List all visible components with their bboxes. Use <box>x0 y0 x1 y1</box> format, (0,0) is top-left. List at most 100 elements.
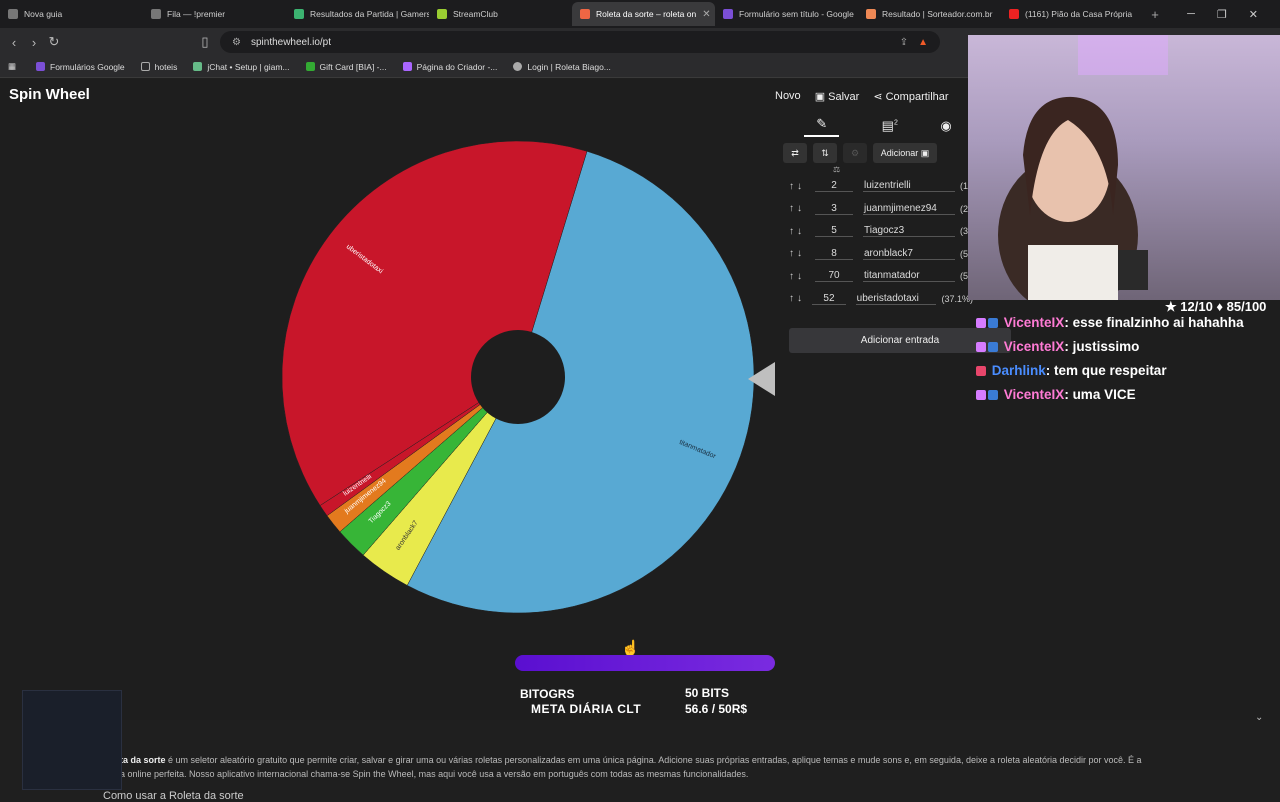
minimize-icon[interactable]: ─ <box>1187 7 1195 20</box>
new-button[interactable]: Novo <box>775 90 801 102</box>
move-arrows-icon[interactable]: ↑↓ <box>789 248 805 260</box>
bookmark-label: jChat • Setup | giam... <box>207 61 290 72</box>
wheel-hub[interactable] <box>471 330 565 424</box>
entry-weight-input[interactable]: 3 <box>815 203 853 215</box>
tab-4-active[interactable]: Roleta da sorte – roleta on ✕ <box>572 2 715 26</box>
tab-7[interactable]: (1161) Pião da Casa Própria <box>1001 2 1144 26</box>
entry-name-input[interactable]: aronblack7 <box>863 248 955 260</box>
tab-6[interactable]: Resultado | Sorteador.com.br <box>858 2 1001 26</box>
bookmark-item[interactable]: Login | Roleta Biago... <box>513 62 611 72</box>
chat-username: VicenteIX <box>1003 339 1065 354</box>
bookmark-item[interactable]: jChat • Setup | giam... <box>193 61 290 72</box>
entry-name-input[interactable]: uberistadotaxi <box>855 293 937 305</box>
brave-shield-icon[interactable]: ▲ <box>918 36 928 48</box>
chevron-down-icon[interactable]: ⌄ <box>1255 712 1264 723</box>
bookmark-item[interactable]: Formulários Google <box>36 62 125 72</box>
clipboard-icon[interactable]: ▤2 <box>881 118 898 133</box>
save-label: Salvar <box>828 91 860 103</box>
tab-1[interactable]: Fila — !premier <box>143 2 286 26</box>
tab-2[interactable]: Resultados da Partida | Gamers <box>286 2 429 26</box>
close-window-icon[interactable]: ✕ <box>1248 8 1258 21</box>
site-info-icon[interactable]: ⚙ <box>232 36 241 48</box>
entry-name-input[interactable]: luizentrielli <box>863 180 955 193</box>
back-icon[interactable]: ‹ <box>11 34 17 50</box>
tab-label: Roleta da sorte – roleta on <box>596 9 697 19</box>
maximize-icon[interactable]: ❐ <box>1216 8 1227 21</box>
close-tab-icon[interactable]: ✕ <box>702 8 711 20</box>
reload-icon[interactable]: ↻ <box>48 34 60 49</box>
tab-favicon-icon <box>8 9 18 19</box>
bookmark-folder[interactable]: hoteis <box>140 62 177 72</box>
share-button[interactable]: ⋖ Compartilhar <box>873 90 948 103</box>
bookmark-favicon-icon <box>193 62 203 71</box>
save-button[interactable]: ▣ Salvar <box>815 90 860 103</box>
hide-eye-icon[interactable]: ◉ <box>940 118 952 133</box>
tab-label: Fila — !premier <box>167 9 226 19</box>
apps-icon[interactable]: ▦ <box>8 61 17 71</box>
address-text: spinthewheel.io/pt <box>250 36 332 48</box>
bookmark-item[interactable]: Página do Criador -... <box>402 62 497 72</box>
bookmark-label: Gift Card [BIA] -... <box>319 61 387 72</box>
entry-weight-input[interactable]: 5 <box>815 225 853 238</box>
save-icon: ▣ <box>814 91 829 103</box>
bookmark-label: Login | Roleta Biago... <box>527 61 611 72</box>
wheel-pointer-icon <box>748 362 775 396</box>
browser-tab-bar: Nova guia Fila — !premier Resultados da … <box>0 0 1280 28</box>
settings-button[interactable]: ⚙ <box>843 143 867 163</box>
bookmark-favicon-icon <box>36 62 45 71</box>
move-arrows-icon[interactable]: ↑↓ <box>789 293 805 305</box>
tab-5[interactable]: Formulário sem título - Google <box>715 2 858 26</box>
goal-value: 56.6 / 50R$ <box>685 702 748 716</box>
entry-percentage: (1. <box>960 181 971 192</box>
tab-label: Formulário sem título - Google <box>739 9 854 19</box>
entry-weight-input[interactable]: 2 <box>815 180 853 193</box>
address-bar[interactable]: ⚙ spinthewheel.io/pt ⇪ ▲ <box>220 31 940 53</box>
edit-pencil-icon[interactable]: ✎ <box>804 116 840 137</box>
move-arrows-icon[interactable]: ↑↓ <box>789 270 805 282</box>
vip-badge-icon <box>988 342 998 352</box>
sort-button[interactable]: ⇅ <box>813 143 837 163</box>
share-icon: ⋖ <box>873 91 886 103</box>
move-arrows-icon[interactable]: ↑↓ <box>789 225 805 237</box>
page-description: ta da sorte é um seletor aleatório gratu… <box>120 753 1190 781</box>
folder-icon <box>140 62 150 71</box>
panel-tabs: ✎ ▤2 ◉ <box>783 115 973 137</box>
add-image-button[interactable]: Adicionar ▣ <box>873 143 937 163</box>
entry-weight-input[interactable]: 8 <box>815 248 853 260</box>
entry-percentage: (3. <box>960 226 971 237</box>
spin-wheel[interactable]: titanmatadoraronblack7Tiagocz3juanmjimen… <box>270 124 770 634</box>
bookmark-icon[interactable]: ▯ <box>201 34 209 49</box>
add-entry-button[interactable]: Adicionar entrada <box>789 328 1011 353</box>
entry-name-input[interactable]: titanmatador <box>863 270 955 283</box>
bits-amount: 50 BITS <box>685 686 730 700</box>
shuffle-button[interactable]: ⇄ <box>783 143 807 163</box>
tab-label: Resultado | Sorteador.com.br <box>882 9 993 19</box>
entries-list: ⚖ ↑↓ 2 luizentrielli (1. ↑↓ 3 juanmjimen… <box>783 165 973 310</box>
tab-favicon-icon <box>294 9 304 19</box>
entry-name-input[interactable]: Tiagocz3 <box>863 225 955 238</box>
share-icon[interactable]: ⇪ <box>899 36 909 48</box>
entry-weight-input[interactable]: 52 <box>812 293 846 305</box>
entries-panel: ✎ ▤2 ◉ ⇄ ⇅ ⚙ Adicionar ▣ ⚖ ↑↓ 2 luizentr… <box>783 115 973 310</box>
tab-favicon-icon <box>151 9 161 19</box>
entry-weight-input[interactable]: 70 <box>815 270 853 283</box>
wheel-slice <box>281 140 588 506</box>
move-arrows-icon[interactable]: ↑↓ <box>789 203 805 215</box>
tab-3[interactable]: StreamClub <box>429 2 572 26</box>
chat-text: justissimo <box>1072 339 1140 354</box>
goal-progress-bar <box>515 655 775 671</box>
bookmark-item[interactable]: Gift Card [BIA] -... <box>305 61 387 72</box>
app-logo[interactable]: Spin Wheel <box>9 86 90 103</box>
tab-0[interactable]: Nova guia <box>0 2 143 26</box>
heart-badge-icon <box>976 366 986 376</box>
entry-row: ↑↓ 5 Tiagocz3 (3. <box>783 220 973 243</box>
move-arrows-icon[interactable]: ↑↓ <box>789 180 805 192</box>
sub-badge-icon <box>976 390 986 400</box>
top-menu: Novo ▣ Salvar ⋖ Compartilhar <box>775 90 949 103</box>
tab-favicon-icon <box>723 9 733 19</box>
new-tab-icon[interactable]: + <box>1151 6 1159 22</box>
entry-name-input[interactable]: juanmjimenez94 <box>863 203 955 215</box>
chat-text: esse finalzinho ai hahahha <box>1072 315 1244 330</box>
bookmark-favicon-icon <box>305 62 315 71</box>
forward-icon[interactable]: › <box>31 34 37 50</box>
